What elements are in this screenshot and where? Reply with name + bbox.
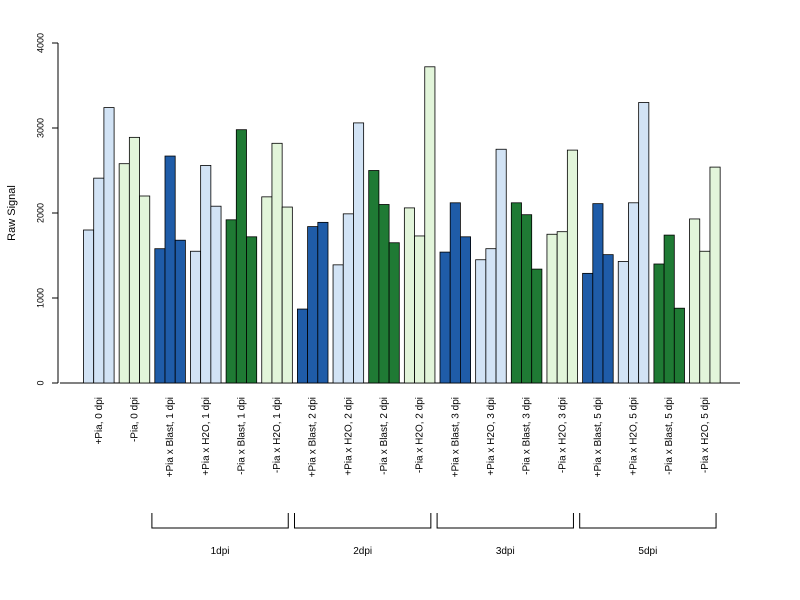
bar bbox=[128, 136, 140, 384]
bar bbox=[139, 195, 151, 384]
bar bbox=[628, 202, 640, 384]
bar bbox=[281, 206, 293, 384]
bar bbox=[235, 129, 247, 384]
category-label: +Pia, 0 dpi bbox=[94, 397, 105, 445]
bar bbox=[495, 148, 507, 384]
category-label: +Pia x Blast, 3 dpi bbox=[450, 397, 461, 477]
y-tick-label: 1000 bbox=[35, 288, 45, 308]
bar bbox=[414, 235, 426, 384]
category-label: -Pia x H2O, 1 dpi bbox=[272, 397, 283, 473]
bar bbox=[485, 248, 497, 384]
bar bbox=[93, 177, 105, 384]
bar bbox=[210, 205, 222, 384]
bar bbox=[164, 155, 176, 384]
group-label: 3dpi bbox=[496, 546, 515, 557]
bar bbox=[424, 66, 436, 384]
bar bbox=[332, 264, 344, 384]
category-label: -Pia x Blast, 1 dpi bbox=[236, 397, 247, 475]
bar bbox=[592, 203, 604, 384]
group-label: 1dpi bbox=[211, 546, 230, 557]
y-axis-title: Raw Signal bbox=[6, 185, 18, 241]
bar bbox=[459, 236, 471, 384]
category-label: -Pia x Blast, 5 dpi bbox=[664, 397, 675, 475]
bar bbox=[663, 234, 675, 384]
bar bbox=[307, 226, 319, 384]
category-label: +Pia x Blast, 2 dpi bbox=[308, 397, 319, 477]
category-label: +Pia x Blast, 1 dpi bbox=[165, 397, 176, 477]
y-tick-label: 0 bbox=[35, 380, 45, 385]
group-label: 5dpi bbox=[638, 546, 657, 557]
bar bbox=[582, 272, 594, 384]
category-label: +Pia x H2O, 3 dpi bbox=[486, 397, 497, 476]
bar bbox=[225, 219, 237, 384]
y-tick-label: 4000 bbox=[35, 33, 45, 53]
bar bbox=[403, 207, 415, 384]
bar bbox=[439, 251, 451, 384]
bar bbox=[521, 214, 533, 384]
bar bbox=[689, 218, 701, 384]
bar bbox=[653, 263, 665, 384]
bar bbox=[174, 239, 186, 384]
bar bbox=[699, 250, 711, 384]
bar bbox=[271, 142, 283, 384]
bar bbox=[556, 231, 568, 384]
group-label: 2dpi bbox=[353, 546, 372, 557]
bar bbox=[449, 202, 461, 384]
bar bbox=[368, 170, 380, 384]
dpi-group-brackets: 1dpi 2dpi 3dpi 5dpi bbox=[151, 513, 717, 557]
category-label: -Pia x H2O, 5 dpi bbox=[700, 397, 711, 473]
bar bbox=[103, 107, 115, 384]
bar bbox=[566, 149, 578, 384]
group-bracket bbox=[579, 513, 717, 529]
category-label: +Pia x H2O, 5 dpi bbox=[629, 397, 640, 476]
bar bbox=[296, 308, 308, 384]
bar bbox=[118, 163, 130, 384]
bar bbox=[353, 122, 365, 384]
bars bbox=[83, 66, 721, 384]
bar bbox=[317, 221, 329, 384]
category-label: -Pia, 0 dpi bbox=[129, 397, 140, 442]
group-bracket bbox=[436, 513, 574, 529]
bar bbox=[83, 229, 95, 384]
bar bbox=[388, 242, 400, 384]
bar bbox=[617, 261, 629, 384]
group-bracket bbox=[294, 513, 432, 529]
category-label: +Pia x H2O, 1 dpi bbox=[201, 397, 212, 476]
y-tick-label: 3000 bbox=[35, 118, 45, 138]
bar bbox=[190, 250, 202, 384]
bar bbox=[475, 259, 487, 384]
bar bbox=[378, 204, 390, 384]
category-label: -Pia x Blast, 3 dpi bbox=[522, 397, 533, 475]
bar bbox=[246, 236, 258, 384]
bar bbox=[673, 307, 685, 384]
category-label: -Pia x H2O, 2 dpi bbox=[415, 397, 426, 473]
bar bbox=[510, 202, 522, 384]
bar bbox=[546, 233, 558, 384]
bar bbox=[154, 248, 166, 384]
category-label: +Pia x Blast, 5 dpi bbox=[593, 397, 604, 477]
category-label: -Pia x H2O, 3 dpi bbox=[557, 397, 568, 473]
bar bbox=[200, 164, 212, 384]
bar bbox=[602, 254, 614, 384]
bar bbox=[531, 268, 543, 384]
y-tick-label: 2000 bbox=[35, 203, 45, 223]
category-label: -Pia x Blast, 2 dpi bbox=[379, 397, 390, 475]
category-labels: +Pia, 0 dpi -Pia, 0 dpi +Pia x Blast, 1 dp… bbox=[94, 397, 711, 477]
bar bbox=[261, 196, 273, 384]
bar bbox=[709, 166, 721, 384]
group-bracket bbox=[151, 513, 289, 529]
category-label: +Pia x H2O, 2 dpi bbox=[343, 397, 354, 476]
bar bbox=[342, 213, 354, 384]
bar bbox=[638, 102, 650, 384]
